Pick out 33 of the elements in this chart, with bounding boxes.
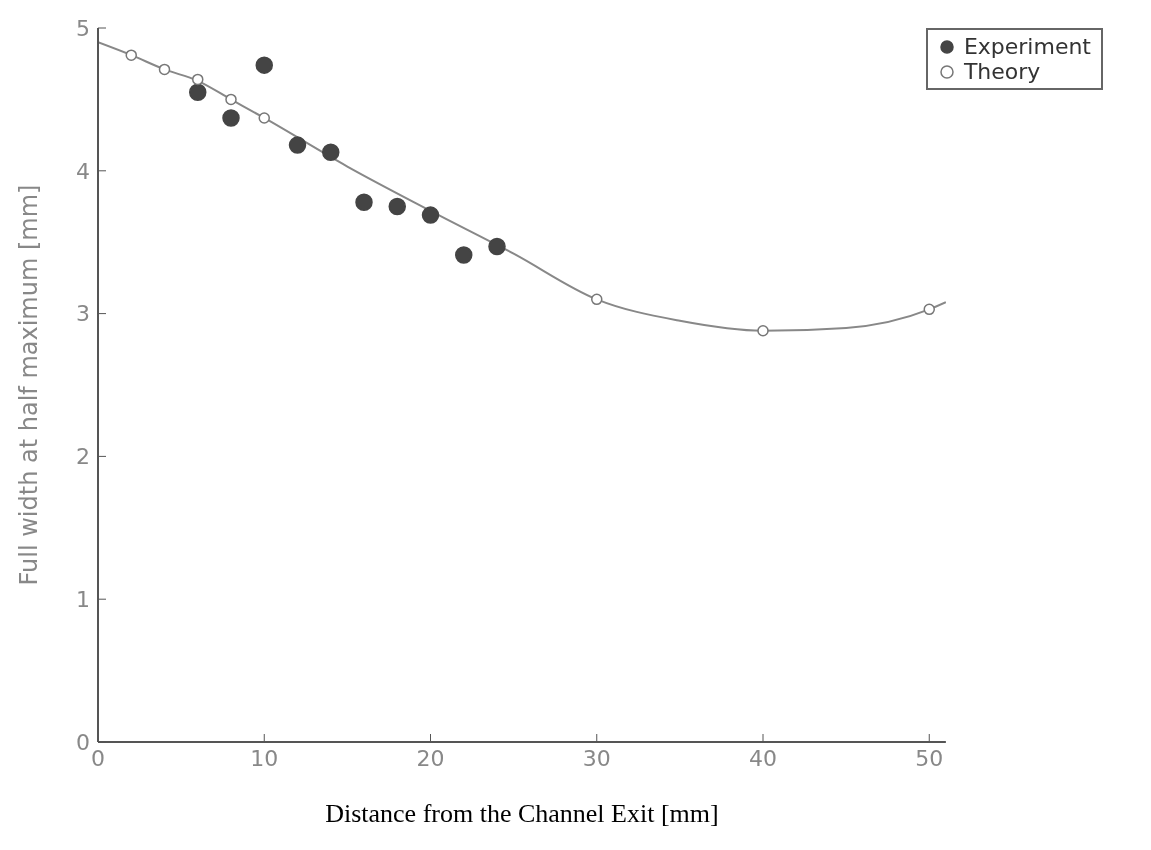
x-axis-title: Distance from the Channel Exit [mm] xyxy=(325,799,719,828)
point xyxy=(158,63,171,76)
y-tick-label: 4 xyxy=(76,158,90,184)
point xyxy=(421,206,440,224)
point xyxy=(225,93,237,106)
point xyxy=(455,246,473,264)
point xyxy=(388,197,406,216)
point xyxy=(923,303,935,316)
point xyxy=(355,193,373,211)
point xyxy=(255,56,273,74)
x-tick-label: 30 xyxy=(582,745,611,771)
point xyxy=(322,143,340,161)
point xyxy=(288,136,307,154)
legend-label: Experiment xyxy=(963,34,1091,59)
x-tick-label: 50 xyxy=(915,745,944,771)
point xyxy=(189,83,207,102)
y-tick-label: 0 xyxy=(76,729,90,755)
x-tick-label: 40 xyxy=(749,745,777,771)
x-tick-label: 20 xyxy=(416,745,445,771)
y-axis-title: Full width at half maximum [mm] xyxy=(14,184,43,586)
x-tick-label: 10 xyxy=(250,745,279,771)
point xyxy=(488,237,506,256)
y-tick-label: 5 xyxy=(76,15,90,41)
point xyxy=(222,109,240,127)
point xyxy=(757,324,769,337)
point xyxy=(192,73,204,86)
y-tick-label: 3 xyxy=(76,301,90,327)
y-tick-label: 1 xyxy=(76,587,90,613)
point xyxy=(258,112,270,124)
point xyxy=(591,293,603,306)
legend-label: Theory xyxy=(963,59,1041,84)
y-tick-label: 2 xyxy=(76,444,90,470)
point xyxy=(125,49,137,61)
